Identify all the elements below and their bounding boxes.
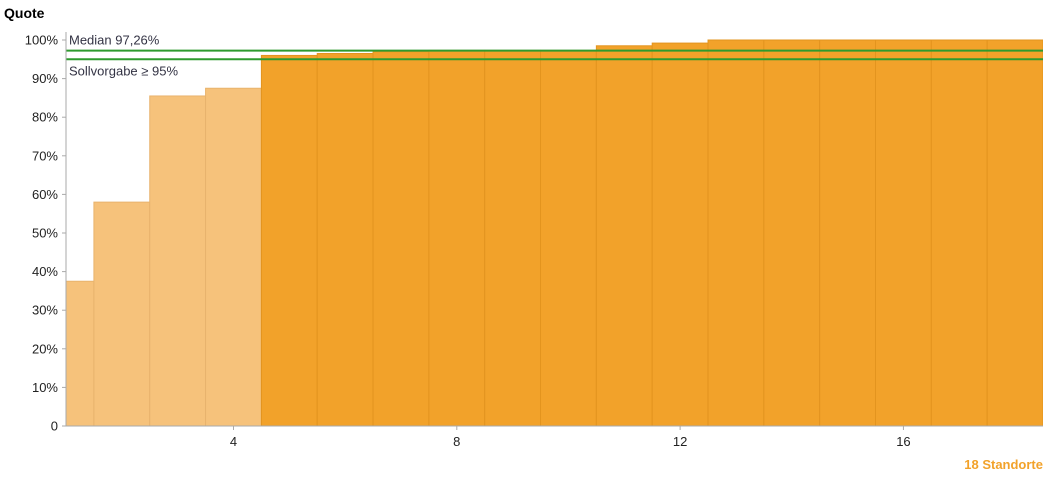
bar-5 bbox=[260, 54, 318, 426]
y-tick-label: 80% bbox=[32, 110, 58, 125]
target-label: Sollvorgabe ≥ 95% bbox=[69, 63, 178, 78]
bar-13 bbox=[707, 39, 765, 426]
y-tick-label: 0 bbox=[51, 419, 58, 434]
bar-14 bbox=[763, 39, 821, 426]
bar-8 bbox=[428, 49, 486, 426]
y-tick-label: 70% bbox=[32, 148, 58, 163]
x-tick-label: 4 bbox=[230, 434, 237, 449]
y-tick-label: 50% bbox=[32, 226, 58, 241]
bar-18 bbox=[986, 39, 1043, 426]
bar-15 bbox=[819, 39, 877, 426]
y-tick-label: 20% bbox=[32, 341, 58, 356]
bar-16 bbox=[875, 39, 932, 426]
x-tick-label: 8 bbox=[453, 434, 460, 449]
bar-9 bbox=[484, 49, 542, 426]
bar-12 bbox=[651, 42, 709, 426]
median-label: Median 97,26% bbox=[69, 33, 160, 48]
bar-10 bbox=[540, 49, 597, 426]
y-axis-title: Quote bbox=[4, 5, 45, 21]
y-tick-label: 10% bbox=[32, 380, 58, 395]
bar-17 bbox=[930, 39, 988, 426]
axes-layer: 0 10% 20% 30% 40% 50% 60% 70% 80% 90% 100% 4 8 12 16 bbox=[25, 32, 1043, 449]
y-tick-label: 40% bbox=[32, 264, 58, 279]
x-tick-label: 12 bbox=[673, 434, 687, 449]
bar-6 bbox=[316, 53, 374, 426]
y-tick-label: 30% bbox=[32, 303, 58, 318]
y-tick-label: 60% bbox=[32, 187, 58, 202]
bar-2 bbox=[93, 201, 151, 426]
bar-11 bbox=[595, 45, 653, 426]
bar-4 bbox=[205, 87, 262, 426]
bar-3 bbox=[149, 95, 207, 426]
y-tick-label: 90% bbox=[32, 71, 58, 86]
bars-layer bbox=[66, 39, 1043, 426]
x-tick-label: 16 bbox=[896, 434, 910, 449]
total-count-label: 18 Standorte bbox=[964, 457, 1043, 472]
y-tick-label: 100% bbox=[25, 33, 59, 48]
reference-lines-layer: Median 97,26% Sollvorgabe ≥ 95% bbox=[66, 33, 1043, 78]
bar-7 bbox=[372, 51, 430, 426]
